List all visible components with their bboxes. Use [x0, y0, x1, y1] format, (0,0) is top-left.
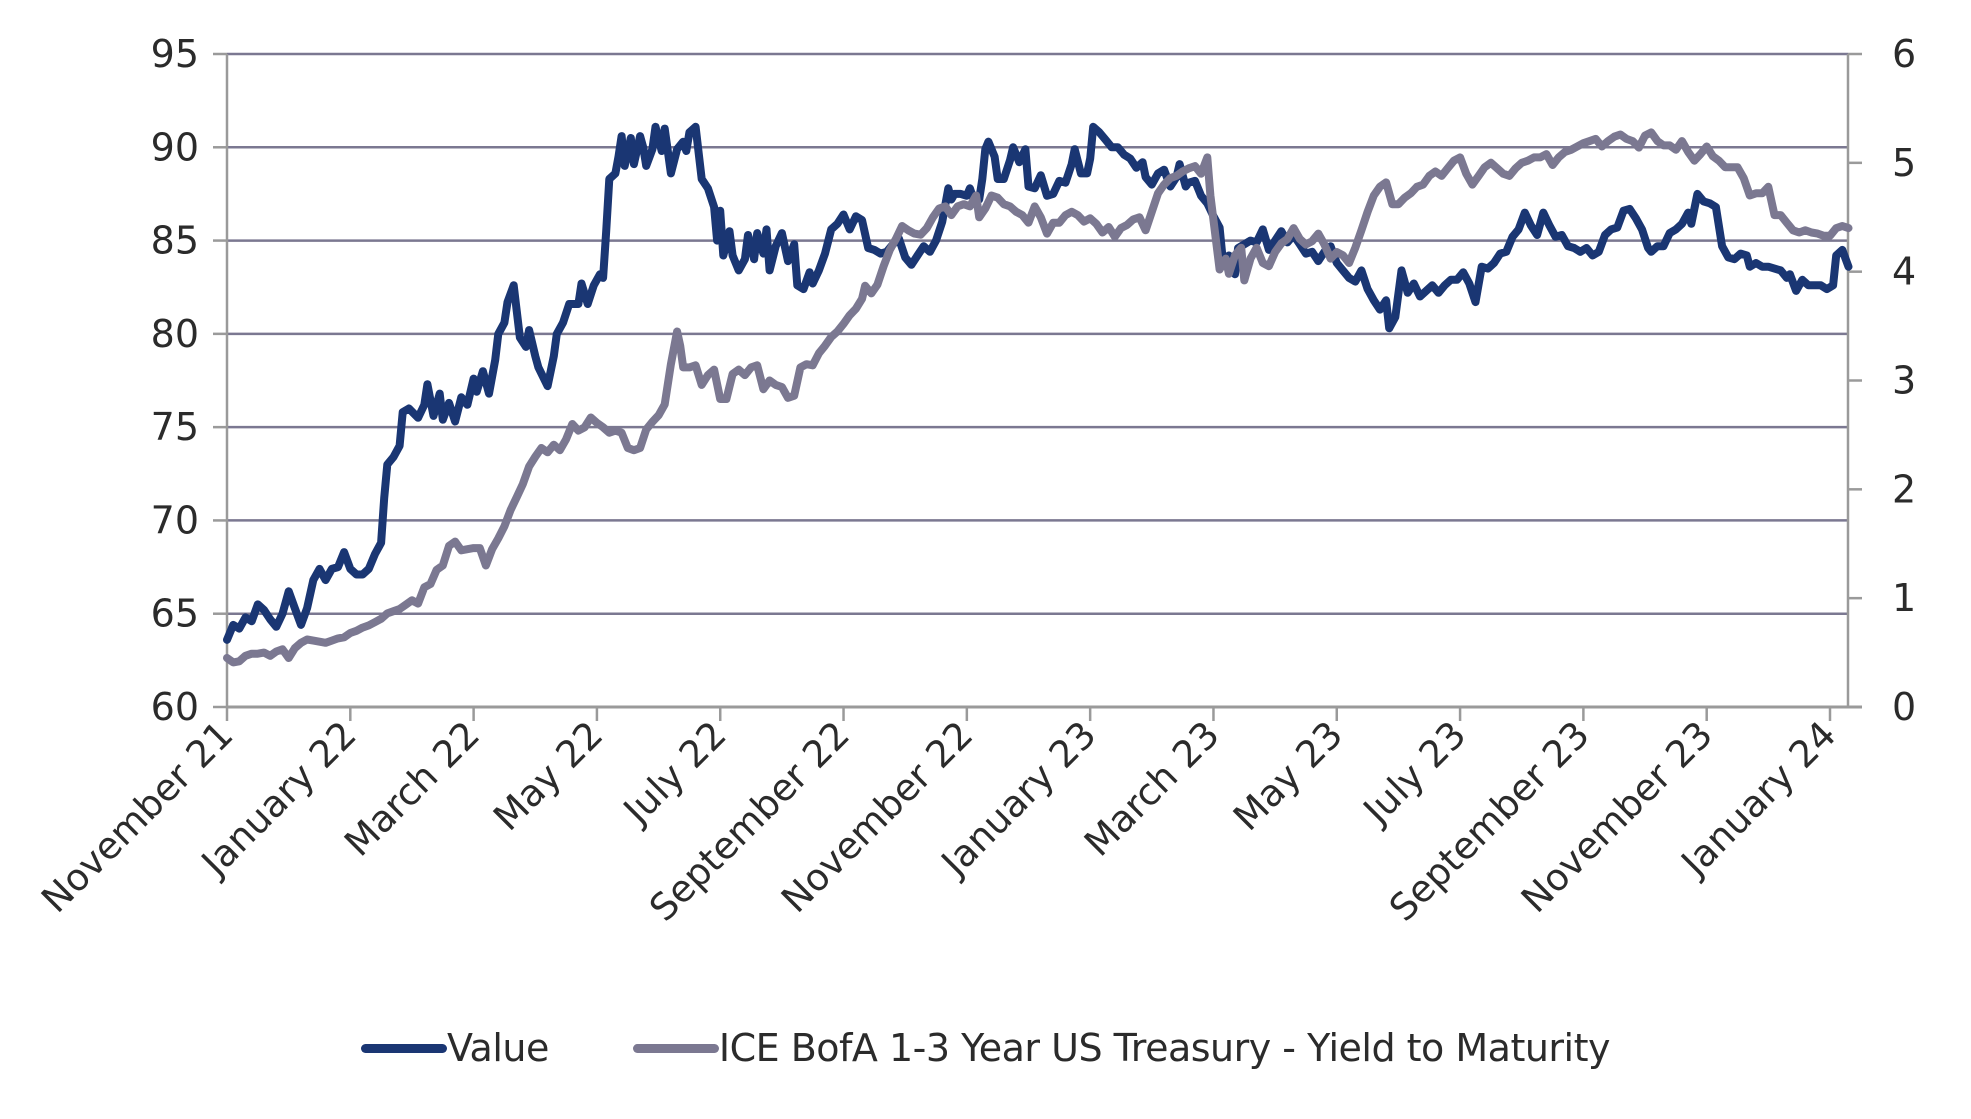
x-axis-tick-label: March 23 — [1076, 713, 1228, 865]
right-axis-tick-label: 1 — [1892, 576, 1916, 620]
x-axis-tick-label: July 22 — [614, 713, 734, 833]
x-axis-tick-label: May 23 — [1225, 713, 1351, 839]
legend-swatch-treasury-yield — [632, 1043, 719, 1053]
left-axis-tick-label: 90 — [151, 125, 199, 169]
gridlines — [227, 52, 1848, 615]
legend-item-treasury-yield: ICE BofA 1-3 Year US Treasury - Yield to… — [632, 1026, 1611, 1070]
series-line-value — [223, 122, 1853, 644]
x-axis-tick-label: July 23 — [1354, 713, 1474, 833]
legend-swatch-value — [361, 1043, 447, 1053]
right-axis-tick-label: 5 — [1892, 141, 1916, 185]
legend-item-value: Value — [361, 1026, 549, 1070]
left-axis-tick-label: 65 — [151, 592, 199, 636]
x-axis-tick-label: March 22 — [336, 713, 488, 865]
right-axis-tick-label: 3 — [1892, 359, 1916, 403]
axes — [213, 52, 1862, 721]
left-axis-tick-label: 80 — [151, 312, 199, 356]
legend: Value ICE BofA 1-3 Year US Treasury - Yi… — [0, 1020, 1971, 1076]
chart-canvas: 60 65 70 75 80 85 90 95 0 1 2 3 4 5 6 November 21Janu… — [33, 32, 1916, 930]
left-axis-tick-label: 75 — [151, 405, 199, 449]
right-axis-tick-label: 6 — [1892, 32, 1916, 76]
x-axis-tick-label: May 22 — [485, 713, 611, 839]
right-axis-tick-label: 4 — [1892, 250, 1916, 294]
right-axis-tick-label: 2 — [1892, 467, 1916, 511]
left-axis-tick-label: 70 — [151, 498, 199, 542]
left-axis-tick-label: 85 — [151, 219, 199, 263]
right-axis-tick-label: 0 — [1892, 685, 1916, 729]
left-y-axis-labels: 60 65 70 75 80 85 90 95 — [151, 32, 199, 729]
right-y-axis-labels: 0 1 2 3 4 5 6 — [1892, 32, 1916, 729]
series-lines — [223, 122, 1853, 667]
x-axis-tick-label: November 21 — [33, 713, 241, 921]
left-axis-tick-label: 60 — [151, 685, 199, 729]
legend-label-treasury-yield: ICE BofA 1-3 Year US Treasury - Yield to… — [718, 1026, 1611, 1070]
left-axis-tick-label: 95 — [151, 32, 199, 76]
series-line-treasury-yield — [223, 128, 1853, 667]
legend-label-value: Value — [447, 1026, 549, 1070]
